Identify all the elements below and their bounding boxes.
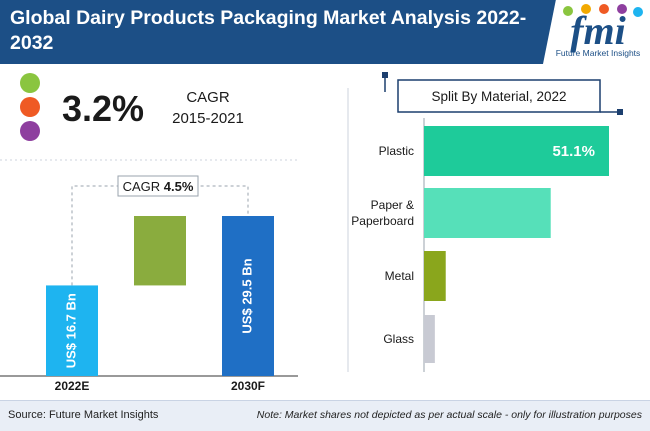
waterfall-bar bbox=[222, 216, 274, 376]
logo-icon-dot bbox=[633, 7, 643, 17]
logo-icon-dot bbox=[617, 4, 627, 14]
material-bar bbox=[424, 188, 551, 238]
title-connector-marker bbox=[382, 72, 388, 78]
purple-dot-icon bbox=[20, 121, 40, 141]
cagr-historic-label: CAGR bbox=[186, 89, 230, 106]
material-category-label: Metal bbox=[385, 269, 414, 283]
logo-panel bbox=[543, 0, 650, 64]
charts-canvas: US$ 16.7 Bn 2022E US$ 29.5 Bn 2030F CAGR 4.5… bbox=[0, 72, 623, 393]
green-dot-icon bbox=[20, 73, 40, 93]
material-category-label: Plastic bbox=[379, 144, 414, 158]
logo-letters: fmi bbox=[570, 8, 626, 53]
cagr-historic-period: 2015-2021 bbox=[172, 110, 244, 127]
fmi-logo: fmi bbox=[563, 4, 643, 53]
material-bar bbox=[424, 251, 446, 301]
waterfall-increment-bar bbox=[134, 216, 186, 286]
waterfall-category-label: 2022E bbox=[55, 379, 90, 393]
title-background bbox=[0, 0, 650, 64]
material-category-label: Glass bbox=[383, 332, 414, 346]
source-text: Source: Future Market Insights bbox=[8, 409, 159, 421]
material-category-label: Paper & bbox=[371, 198, 414, 212]
title-connector-marker bbox=[617, 109, 623, 115]
header-banner: Global Dairy Products Packaging Market A… bbox=[0, 0, 650, 64]
cagr-badge-word: CAGR bbox=[123, 179, 164, 194]
material-split-title-frame bbox=[397, 79, 601, 113]
waterfall-bar bbox=[46, 285, 98, 376]
market-size-waterfall: US$ 16.7 Bn 2022E US$ 29.5 Bn 2030F CAGR 4.5… bbox=[0, 175, 298, 393]
logo-icon-dot bbox=[581, 4, 591, 14]
material-value-label: 51.1% bbox=[552, 143, 595, 160]
material-split-title-box: Split By Material, 2022 bbox=[382, 72, 623, 115]
material-bar bbox=[424, 126, 609, 176]
cagr-badge-value: 4.5% bbox=[164, 179, 194, 194]
footer-bar: Source: Future Market Insights Note: Mar… bbox=[0, 400, 650, 431]
logo-icon-dot bbox=[563, 6, 573, 16]
material-split-bars: Plastic 51.1% Paper & Paperboard Metal Glass bbox=[351, 118, 609, 372]
cagr-badge bbox=[117, 175, 199, 197]
material-category-label: Paperboard bbox=[351, 214, 414, 228]
logo-tagline: Future Market Insights bbox=[555, 48, 641, 58]
cagr-badge-label: CAGR 4.5% bbox=[123, 179, 194, 194]
waterfall-value-label: US$ 29.5 Bn bbox=[239, 258, 254, 333]
material-bar bbox=[424, 315, 435, 363]
orange-dot-icon bbox=[20, 97, 40, 117]
logo-icon-dot bbox=[599, 4, 609, 14]
cagr-historic-value: 3.2% bbox=[62, 88, 145, 129]
waterfall-value-label: US$ 16.7 Bn bbox=[63, 293, 78, 368]
material-split-title: Split By Material, 2022 bbox=[431, 89, 566, 104]
waterfall-category-label: 2030F bbox=[231, 379, 265, 393]
note-text: Note: Market shares not depicted as per … bbox=[256, 409, 642, 421]
page-title: Global Dairy Products Packaging Market A… bbox=[10, 7, 527, 54]
